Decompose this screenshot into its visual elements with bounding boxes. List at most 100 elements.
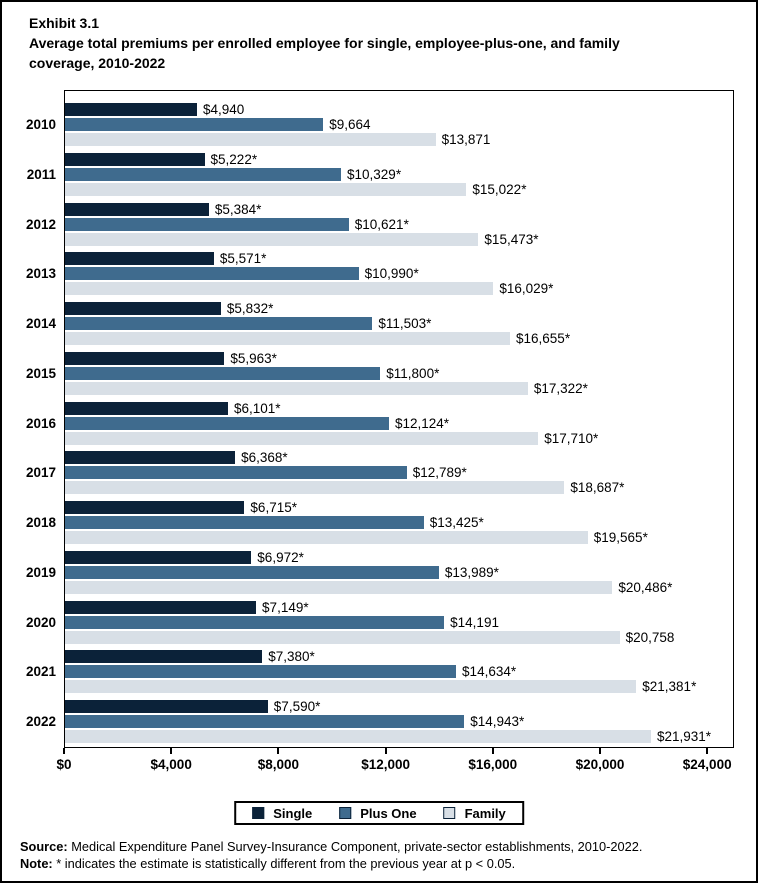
bar-family-2012	[65, 232, 479, 246]
chart-title-line2: coverage, 2010-2022	[29, 55, 166, 71]
year-group-2010: 2010 $4,940 $9,664 $13,871	[26, 103, 733, 147]
plot-area: 2010 $4,940 $9,664 $13,871 2011 $5,222* $10,32…	[26, 90, 734, 748]
bar-plus-one-2012	[65, 217, 349, 231]
bar-value-label: $14,191	[450, 614, 499, 630]
bar-row-plus-one: $11,800*	[65, 367, 733, 380]
x-axis-tick-label: $8,000	[257, 757, 300, 772]
x-axis-tick-label: $12,000	[361, 757, 410, 772]
bar-value-label: $6,715*	[250, 500, 297, 515]
bar-value-label: $6,101*	[233, 400, 281, 416]
note-label: Note:	[20, 856, 53, 871]
bar-row-family: $21,931*	[65, 730, 733, 743]
bar-groups: 2010 $4,940 $9,664 $13,871 2011 $5,222* $10,32…	[26, 91, 733, 747]
bar-row-plus-one: $11,503*	[65, 317, 733, 330]
bar-single-2013	[65, 252, 214, 266]
bar-plus-one-2013	[65, 267, 359, 281]
bar-plus-one-2017	[65, 466, 407, 480]
bar-row-plus-one: $10,621*	[65, 217, 733, 231]
bar-row-family: $16,655*	[65, 332, 733, 345]
x-axis-tick	[63, 748, 65, 754]
significance-note: Note: * indicates the estimate is statis…	[20, 855, 745, 872]
bar-row-single: $5,222*	[65, 153, 733, 166]
bar-value-label: $5,832*	[226, 301, 274, 316]
title-block: Exhibit 3.1 Average total premiums per e…	[29, 13, 734, 73]
year-label: 2012	[25, 216, 56, 232]
bar-family-2018	[65, 531, 588, 544]
bar-value-label: $10,990*	[364, 266, 419, 282]
bar-family-2021	[65, 680, 637, 694]
x-axis-tick	[277, 748, 280, 754]
year-group-2022: 2022 $7,590* $14,943* $21,931*	[26, 700, 733, 744]
bar-family-2020	[65, 630, 620, 644]
bar-row-family: $17,322*	[65, 382, 733, 395]
bar-family-2019	[65, 580, 613, 594]
x-axis-tick	[706, 748, 709, 754]
year-label: 2016	[25, 415, 56, 431]
bar-single-2018	[65, 501, 245, 514]
bar-value-label: $20,758	[625, 629, 675, 645]
bar-single-2021	[65, 650, 263, 664]
bar-row-plus-one: $10,329*	[65, 168, 733, 181]
bar-family-2010	[65, 133, 436, 146]
bar-row-family: $20,758	[65, 629, 733, 645]
bar-value-label: $17,322*	[533, 380, 588, 396]
year-label: 2013	[25, 266, 56, 282]
legend: Single Plus One Family	[234, 801, 524, 825]
year-label: 2010	[25, 117, 56, 132]
bar-plus-one-2011	[65, 167, 342, 181]
bar-value-label: $16,029*	[499, 281, 554, 297]
bar-value-label: $13,425*	[429, 515, 484, 530]
bar-row-family: $15,022*	[65, 183, 733, 196]
legend-item-single: Single	[252, 806, 312, 821]
bar-family-2016	[65, 431, 539, 445]
bar-value-label: $14,634*	[462, 664, 517, 680]
bar-row-family: $18,687*	[65, 481, 733, 495]
bar-row-plus-one: $12,789*	[65, 466, 733, 480]
bar-row-single: $5,571*	[65, 252, 733, 266]
bar-row-single: $7,380*	[65, 649, 733, 665]
bar-family-2013	[65, 282, 494, 296]
bar-family-2011	[65, 182, 467, 196]
legend-swatch-icon	[339, 807, 352, 819]
bar-row-single: $7,590*	[65, 700, 733, 713]
bar-single-2015	[65, 351, 225, 365]
bar-row-single: $7,149*	[65, 600, 733, 614]
bar-value-label: $21,931*	[656, 729, 712, 744]
bar-value-label: $19,565*	[593, 530, 648, 545]
bar-plus-one-2016	[65, 416, 389, 430]
year-label: 2022	[25, 714, 56, 729]
legend-label: Plus One	[360, 805, 417, 821]
bar-single-2011	[65, 152, 205, 166]
bar-row-single: $5,963*	[65, 352, 733, 365]
x-axis-tick-label: $20,000	[575, 757, 625, 772]
bar-row-plus-one: $14,191	[65, 614, 733, 630]
bar-row-plus-one: $13,425*	[65, 516, 733, 529]
bar-plus-one-2014	[65, 317, 373, 330]
bar-plus-one-2021	[65, 665, 457, 679]
bar-plus-one-2018	[65, 516, 424, 529]
x-axis-tick	[491, 748, 494, 754]
source-text: Medical Expenditure Panel Survey-Insuran…	[67, 839, 643, 854]
year-group-2020: 2020 $7,149* $14,191 $20,758	[26, 600, 733, 645]
x-axis-tick-label: $0	[56, 757, 72, 772]
year-group-2015: 2015 $5,963* $11,800* $17,322*	[26, 352, 733, 396]
chart-title-line1: Average total premiums per enrolled empl…	[29, 35, 620, 51]
bar-row-plus-one: $12,124*	[65, 416, 733, 430]
legend-swatch-icon	[443, 807, 456, 819]
bar-value-label: $5,963*	[230, 350, 277, 366]
year-label: 2021	[25, 664, 56, 680]
bar-row-single: $6,101*	[65, 400, 733, 416]
bar-plus-one-2019	[65, 565, 439, 579]
bar-value-label: $13,989*	[444, 564, 499, 580]
year-label: 2018	[25, 515, 56, 530]
bar-value-label: $7,380*	[268, 649, 315, 665]
bar-value-label: $10,329*	[347, 166, 402, 182]
source-label: Source:	[20, 839, 68, 854]
year-label: 2015	[25, 365, 56, 381]
bar-row-family: $17,710*	[65, 431, 733, 445]
year-group-2016: 2016 $6,101* $12,124* $17,710*	[26, 400, 733, 445]
bar-row-family: $21,381*	[65, 680, 733, 694]
bar-plus-one-2022	[65, 715, 465, 728]
bar-row-single: $6,368*	[65, 451, 733, 465]
